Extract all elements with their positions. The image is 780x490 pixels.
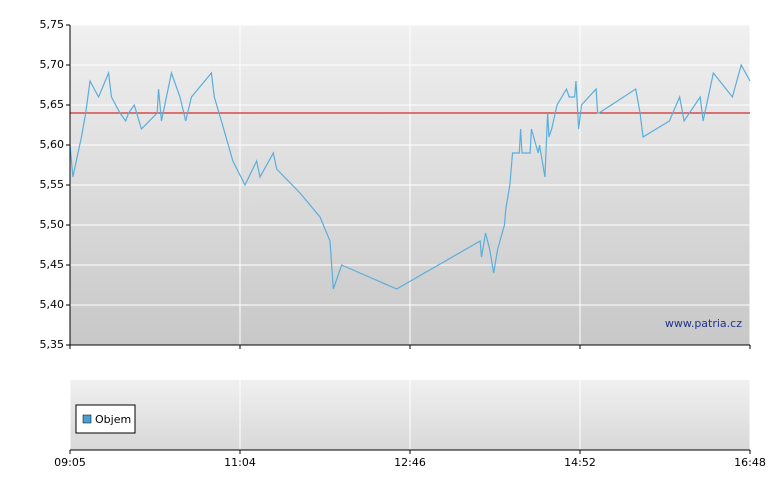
x-tick-label: 12:46 (394, 456, 426, 469)
y-tick-label: 5,70 (40, 58, 65, 71)
x-tick-label: 11:04 (224, 456, 256, 469)
x-tick-label: 14:52 (564, 456, 596, 469)
y-tick-label: 5,40 (40, 298, 65, 311)
legend-swatch (82, 414, 92, 424)
y-tick-label: 5,45 (40, 258, 65, 271)
price-line (69, 63, 751, 290)
y-tick-label: 5,50 (40, 218, 65, 231)
watermark: www.patria.cz (665, 317, 742, 330)
y-tick-label: 5,65 (40, 98, 65, 111)
y-tick-label: 5,35 (40, 338, 65, 351)
x-tick-label: 16:48 (734, 456, 766, 469)
y-tick-label: 5,55 (40, 178, 65, 191)
y-tick-label: 5,60 (40, 138, 65, 151)
x-tick-label: 09:05 (54, 456, 86, 469)
legend-label: Objem (95, 413, 131, 426)
y-tick-label: 5,75 (40, 18, 65, 31)
